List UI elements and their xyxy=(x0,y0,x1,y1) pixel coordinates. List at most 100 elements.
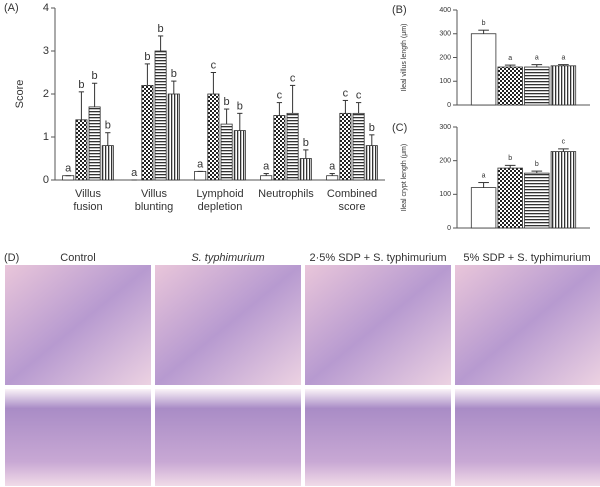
y-tick-label: 200 xyxy=(439,54,451,61)
y-axis-label: Ileal crypt length (μm) xyxy=(401,144,408,211)
bar xyxy=(326,175,339,181)
significance-letter: c xyxy=(277,90,283,102)
significance-letter: b xyxy=(158,23,164,35)
bar xyxy=(233,130,246,181)
x-tick-label: Lymphoid xyxy=(196,188,243,200)
bar xyxy=(286,112,299,181)
y-tick-label: 1 xyxy=(43,131,49,143)
histology-image xyxy=(455,265,600,385)
bar xyxy=(497,167,523,229)
significance-letter: b xyxy=(224,96,230,108)
significance-letter: b xyxy=(369,122,375,134)
significance-letter: c xyxy=(290,72,296,84)
x-tick-label: Villus xyxy=(75,188,102,200)
y-tick-label: 300 xyxy=(439,31,451,38)
histology-image xyxy=(155,265,301,385)
significance-letter: a xyxy=(131,167,138,179)
significance-letter: b xyxy=(171,68,177,80)
y-axis-label: Score xyxy=(14,80,26,109)
significance-letter: b xyxy=(92,70,98,82)
histology-image xyxy=(305,389,451,486)
significance-letter: b xyxy=(78,79,84,91)
bar xyxy=(365,145,378,181)
significance-letter: b xyxy=(508,155,512,162)
x-tick-label: Neutrophils xyxy=(258,188,314,200)
x-tick-label: fusion xyxy=(73,201,102,213)
significance-letter: a xyxy=(535,54,539,61)
significance-letter: b xyxy=(105,120,111,132)
y-tick-label: 200 xyxy=(439,158,451,165)
y-tick-label: 0 xyxy=(447,102,451,109)
y-tick-label: 400 xyxy=(439,7,451,14)
bar xyxy=(550,151,577,229)
y-tick-label: 4 xyxy=(43,2,49,14)
y-tick-label: 100 xyxy=(439,191,451,198)
significance-letter: b xyxy=(237,100,243,112)
bar xyxy=(524,172,550,229)
significance-letter: a xyxy=(329,160,336,172)
bar xyxy=(194,170,207,181)
bar xyxy=(88,106,101,181)
histology-panel: (D) Control S. typhimurium 2·5% SDP + S.… xyxy=(4,252,600,486)
significance-letter: b xyxy=(303,137,309,149)
y-tick-label: 300 xyxy=(439,124,451,131)
bar xyxy=(141,85,154,181)
significance-letter: c xyxy=(211,59,217,71)
panel-label: (D) xyxy=(4,252,19,264)
significance-letter: b xyxy=(144,51,150,63)
y-tick-label: 3 xyxy=(43,45,49,57)
column-label: 5% SDP + S. typhimurium xyxy=(463,252,590,264)
bar xyxy=(299,158,312,181)
significance-letter: a xyxy=(508,55,512,62)
histology-image xyxy=(305,265,451,385)
significance-letter: c xyxy=(343,87,349,99)
bar xyxy=(207,93,220,181)
panel-label: (C) xyxy=(392,122,407,134)
y-tick-label: 2 xyxy=(43,88,49,100)
x-tick-label: depletion xyxy=(198,201,243,213)
significance-letter: b xyxy=(482,20,486,27)
y-axis-label: Ileal villus length (μm) xyxy=(401,24,408,92)
significance-letter: c xyxy=(356,90,362,102)
histology-image xyxy=(5,389,151,486)
bar xyxy=(352,112,365,181)
bar xyxy=(273,115,286,181)
bar xyxy=(101,145,114,181)
bar xyxy=(62,175,75,181)
bar xyxy=(470,33,497,106)
bar xyxy=(470,187,497,229)
bar xyxy=(339,112,352,181)
column-label: Control xyxy=(60,252,95,264)
bar xyxy=(524,66,550,106)
bar xyxy=(550,65,577,106)
bar xyxy=(260,175,273,181)
histology-image xyxy=(155,389,301,486)
x-tick-label: Combined xyxy=(327,188,377,200)
column-label: 2·5% SDP + S. typhimurium xyxy=(309,252,446,264)
column-label: S. typhimurium xyxy=(191,252,264,264)
significance-letter: a xyxy=(561,54,565,61)
y-tick-label: 100 xyxy=(439,78,451,85)
histology-image xyxy=(5,265,151,385)
significance-letter: a xyxy=(482,172,486,179)
panel-label: (B) xyxy=(392,4,407,16)
x-tick-label: blunting xyxy=(135,201,174,213)
panel-label: (A) xyxy=(4,2,19,14)
histology-image xyxy=(455,389,600,486)
bar xyxy=(167,93,180,181)
bar xyxy=(75,119,88,181)
x-tick-label: Villus xyxy=(141,188,168,200)
bar xyxy=(154,50,167,181)
bar xyxy=(497,66,523,106)
significance-letter: b xyxy=(535,161,539,168)
x-tick-label: score xyxy=(339,201,366,213)
significance-letter: a xyxy=(65,163,72,175)
significance-letter: c xyxy=(562,139,566,146)
significance-letter: a xyxy=(197,158,204,170)
y-tick-label: 0 xyxy=(43,174,49,186)
y-tick-label: 0 xyxy=(447,225,451,232)
bar xyxy=(220,123,233,181)
significance-letter: a xyxy=(263,160,270,172)
